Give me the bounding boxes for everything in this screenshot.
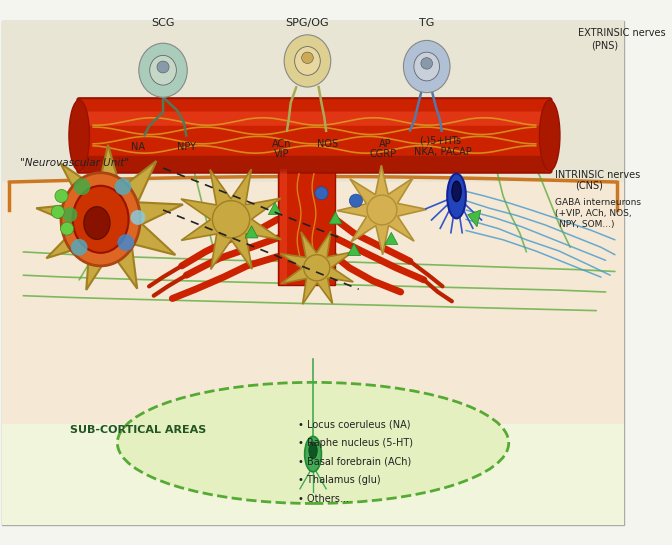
Circle shape <box>51 205 65 219</box>
Text: • Basal forebrain (ACh): • Basal forebrain (ACh) <box>298 457 411 467</box>
Text: INTRINSIC nerves: INTRINSIC nerves <box>555 169 640 180</box>
Ellipse shape <box>294 46 321 75</box>
Ellipse shape <box>447 174 466 219</box>
Text: NKA, PACAP: NKA, PACAP <box>414 147 472 156</box>
Ellipse shape <box>421 58 433 69</box>
Circle shape <box>130 210 145 225</box>
Text: VIP: VIP <box>274 148 289 159</box>
Ellipse shape <box>84 207 110 239</box>
Ellipse shape <box>302 52 313 64</box>
Text: EXTRINSIC nerves: EXTRINSIC nerves <box>578 28 665 38</box>
Ellipse shape <box>540 100 560 171</box>
Text: ACn: ACn <box>271 139 291 149</box>
Text: • Thalamus (glu): • Thalamus (glu) <box>298 475 381 485</box>
Polygon shape <box>280 231 353 304</box>
Polygon shape <box>385 232 398 245</box>
Ellipse shape <box>150 56 176 85</box>
Text: NPY: NPY <box>177 142 196 152</box>
Text: SCG: SCG <box>151 18 175 28</box>
Polygon shape <box>347 244 361 256</box>
Circle shape <box>304 255 330 281</box>
Circle shape <box>212 201 250 238</box>
Polygon shape <box>329 212 342 224</box>
FancyBboxPatch shape <box>2 21 624 182</box>
Ellipse shape <box>69 100 89 171</box>
Circle shape <box>62 207 77 222</box>
Polygon shape <box>337 165 427 255</box>
Text: NOS: NOS <box>317 139 339 149</box>
Text: (+VIP, ACh, NOS,: (+VIP, ACh, NOS, <box>555 209 632 218</box>
FancyBboxPatch shape <box>83 112 546 126</box>
Text: SUB-CORTICAL AREAS: SUB-CORTICAL AREAS <box>70 425 206 435</box>
Ellipse shape <box>414 52 439 81</box>
Ellipse shape <box>452 181 461 202</box>
FancyBboxPatch shape <box>2 425 624 525</box>
Ellipse shape <box>61 173 140 266</box>
Ellipse shape <box>118 383 509 504</box>
Circle shape <box>349 194 362 207</box>
Ellipse shape <box>139 43 187 97</box>
Polygon shape <box>36 145 183 290</box>
Text: AP: AP <box>380 139 392 149</box>
Circle shape <box>118 234 134 251</box>
Text: NPY, SOM...): NPY, SOM...) <box>559 220 614 229</box>
Circle shape <box>71 239 87 256</box>
Text: TG: TG <box>419 18 434 28</box>
FancyBboxPatch shape <box>2 21 624 525</box>
FancyBboxPatch shape <box>83 156 546 172</box>
FancyBboxPatch shape <box>2 182 624 425</box>
Circle shape <box>55 190 68 203</box>
Text: (-)5+HTs: (-)5+HTs <box>419 136 462 146</box>
Circle shape <box>367 195 397 225</box>
FancyBboxPatch shape <box>278 169 335 284</box>
Ellipse shape <box>403 40 450 93</box>
Text: "Neurovascular Unit": "Neurovascular Unit" <box>21 159 130 168</box>
Ellipse shape <box>304 437 321 472</box>
Text: • Raphe nucleus (5-HT): • Raphe nucleus (5-HT) <box>298 438 413 448</box>
Text: SPG/OG: SPG/OG <box>286 18 329 28</box>
Text: NA: NA <box>131 142 145 152</box>
Polygon shape <box>268 203 282 215</box>
Circle shape <box>115 178 131 195</box>
Text: GABA interneurons: GABA interneurons <box>555 198 641 207</box>
Polygon shape <box>181 169 281 269</box>
Polygon shape <box>245 226 258 238</box>
Text: (CNS): (CNS) <box>575 181 603 191</box>
Polygon shape <box>468 210 480 227</box>
Text: (PNS): (PNS) <box>591 40 619 50</box>
Text: • Others...: • Others... <box>298 494 349 504</box>
Text: CGRP: CGRP <box>370 148 396 159</box>
Ellipse shape <box>284 35 331 87</box>
Circle shape <box>60 222 74 235</box>
Circle shape <box>74 178 90 195</box>
Ellipse shape <box>73 186 128 253</box>
FancyBboxPatch shape <box>280 169 287 284</box>
FancyBboxPatch shape <box>77 98 552 173</box>
Text: • Locus coeruleus (NA): • Locus coeruleus (NA) <box>298 419 411 429</box>
Circle shape <box>315 187 328 200</box>
Ellipse shape <box>309 442 317 459</box>
Ellipse shape <box>157 61 169 73</box>
